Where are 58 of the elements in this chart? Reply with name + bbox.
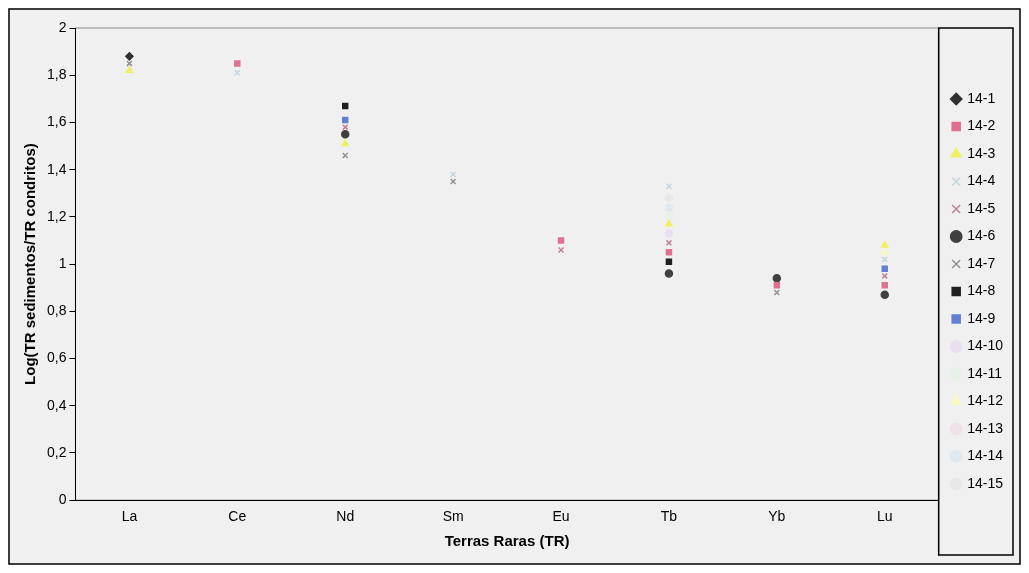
legend-label: 14-10 [967,337,1004,354]
legend-label: 14-15 [967,474,1004,491]
y-tick-label: 1,6 [46,113,67,130]
legend-label: 14-11 [967,364,1003,381]
point [126,60,133,67]
x-tick-label: Eu [552,508,570,525]
point [773,282,781,289]
point [664,212,674,222]
legend-label: 14-9 [967,309,996,326]
point [341,139,349,147]
y-tick-label: 1,4 [46,160,67,177]
legend-label: 14-13 [967,419,1004,436]
x-tick-label: Sm [442,508,464,525]
y-tick-label: 0,6 [46,349,67,366]
x-axis-title: Terras Raras (TR) [444,532,570,550]
point [772,274,782,283]
point [234,60,241,67]
y-tick-label: 0,8 [46,302,67,319]
y-tick-label: 0,2 [46,443,67,460]
point [340,130,350,139]
legend-label: 14-4 [967,172,996,189]
legend-label: 14-8 [967,282,996,299]
point [665,258,673,265]
legend-label: 14-7 [967,254,996,271]
y-tick-label: 1,8 [46,66,67,83]
legend-label: 14-3 [967,144,996,161]
point [557,237,565,244]
x-tick-label: Nd [336,508,355,525]
point [557,246,565,254]
point [881,265,888,273]
legend-label: 14-14 [967,447,1004,464]
point [665,219,673,227]
x-tick-label: La [121,508,138,525]
point [125,52,134,61]
point [880,240,889,248]
legend-label: 14-1 [967,89,996,106]
y-tick-label: 0 [58,491,67,508]
legend-label: 14-6 [967,227,996,244]
y-tick-label: 1 [58,254,67,271]
x-tick-label: Yb [768,508,786,525]
legend-label: 14-2 [967,117,996,134]
legend-label: 14-5 [967,199,996,216]
point [880,248,889,255]
y-axis-title: Log(TR sedimentos/TR condritos) [21,143,39,385]
y-tick-label: 2 [58,18,67,35]
legend-label: 14-12 [967,392,1004,409]
point [342,116,349,124]
y-tick-label: 1,2 [46,207,67,224]
point [880,290,889,300]
point [342,102,349,110]
x-tick-label: Lu [876,508,893,525]
x-tick-label: Ce [228,508,247,525]
point [665,249,673,256]
point [881,282,888,289]
point [664,269,674,278]
y-tick-label: 0,4 [46,396,67,413]
x-tick-label: Tb [660,508,678,525]
point [125,66,134,73]
